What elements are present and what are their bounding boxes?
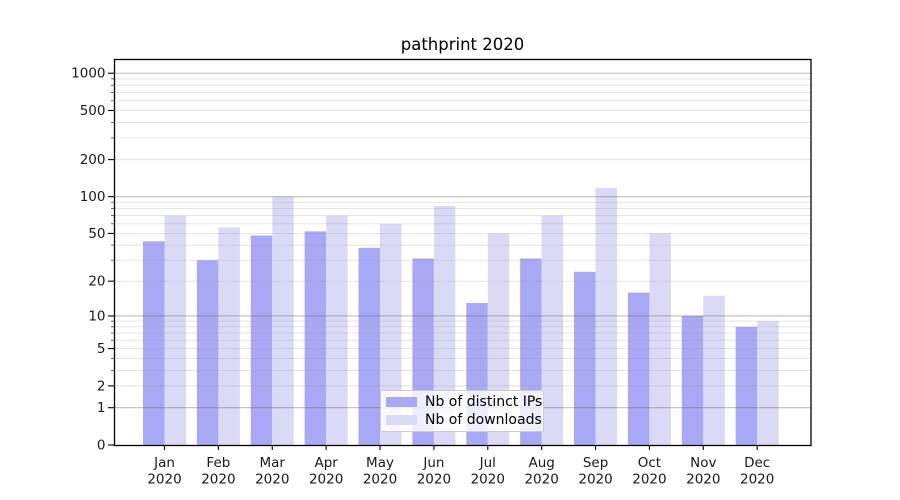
bar-downloads-apr [326, 215, 348, 446]
xtick-label-month-nov: Nov [690, 455, 716, 471]
bar-downloads-oct [649, 233, 671, 446]
xtick-label-month-apr: Apr [314, 455, 338, 471]
xtick-label-month-sep: Sep [583, 455, 608, 471]
ytick-label-1000: 1000 [71, 66, 105, 82]
bar-distinct-ips-jan [143, 241, 165, 446]
ytick-label-1: 1 [97, 400, 106, 416]
xtick-label-year-mar: 2020 [255, 472, 289, 488]
ytick-label-50: 50 [88, 226, 105, 242]
xtick-label-month-feb: Feb [206, 455, 230, 471]
bar-downloads-mar [272, 196, 294, 446]
bar-downloads-sep [595, 187, 618, 446]
xtick-label-month-may: May [366, 455, 394, 471]
xtick-label-year-jun: 2020 [417, 472, 451, 488]
xtick-label-year-jul: 2020 [471, 472, 505, 488]
bar-distinct-ips-mar [250, 235, 273, 446]
bar-downloads-nov [703, 295, 725, 446]
bar-distinct-ips-apr [304, 231, 327, 446]
xtick-label-year-dec: 2020 [740, 472, 774, 488]
ytick-label-2: 2 [97, 378, 106, 394]
xtick-label-year-aug: 2020 [524, 472, 558, 488]
legend: Nb of distinct IPs Nb of downloads [380, 390, 544, 432]
ytick-label-20: 20 [88, 274, 105, 290]
xtick-label-month-dec: Dec [744, 455, 770, 471]
axes-box [113, 58, 812, 447]
xtick-label-year-nov: 2020 [686, 472, 720, 488]
xtick-label-year-sep: 2020 [578, 472, 612, 488]
xtick-label-month-jun: Jun [422, 455, 444, 471]
xtick-label-year-oct: 2020 [632, 472, 666, 488]
legend-swatch-downloads [386, 415, 417, 425]
bar-distinct-ips-feb [196, 260, 219, 446]
bar-downloads-aug [541, 215, 564, 446]
legend-label-downloads: Nb of downloads [425, 412, 542, 428]
bar-distinct-ips-sep [574, 271, 596, 446]
bar-distinct-ips-may [358, 247, 381, 446]
bar-downloads-jun [433, 205, 456, 446]
ytick-label-10: 10 [88, 308, 105, 324]
legend-label-distinct-ips: Nb of distinct IPs [425, 394, 543, 410]
xtick-label-month-oct: Oct [638, 455, 661, 471]
xtick-label-month-mar: Mar [260, 455, 286, 471]
ytick-label-0: 0 [97, 438, 106, 454]
bar-downloads-dec [757, 321, 779, 446]
ytick-label-5: 5 [97, 341, 106, 357]
legend-swatch-distinct-ips [386, 397, 417, 407]
xtick-label-year-jan: 2020 [147, 472, 181, 488]
xtick-label-month-aug: Aug [528, 455, 554, 471]
ytick-label-500: 500 [80, 103, 106, 119]
bar-distinct-ips-oct [627, 292, 650, 446]
ytick-label-100: 100 [80, 189, 106, 205]
bar-distinct-ips-dec [735, 326, 758, 446]
xtick-label-year-feb: 2020 [201, 472, 235, 488]
xtick-label-month-jul: Jul [479, 455, 496, 471]
xtick-label-year-may: 2020 [363, 472, 397, 488]
xtick-label-year-apr: 2020 [309, 472, 343, 488]
ytick-label-200: 200 [80, 152, 106, 168]
legend-item-downloads: Nb of downloads [386, 411, 543, 429]
bar-downloads-jan [164, 215, 186, 446]
bar-distinct-ips-nov [681, 315, 704, 446]
xtick-label-month-jan: Jan [153, 455, 175, 471]
chart-title: pathprint 2020 [400, 35, 525, 54]
bar-downloads-feb [218, 227, 240, 446]
legend-item-distinct-ips: Nb of distinct IPs [386, 393, 543, 411]
